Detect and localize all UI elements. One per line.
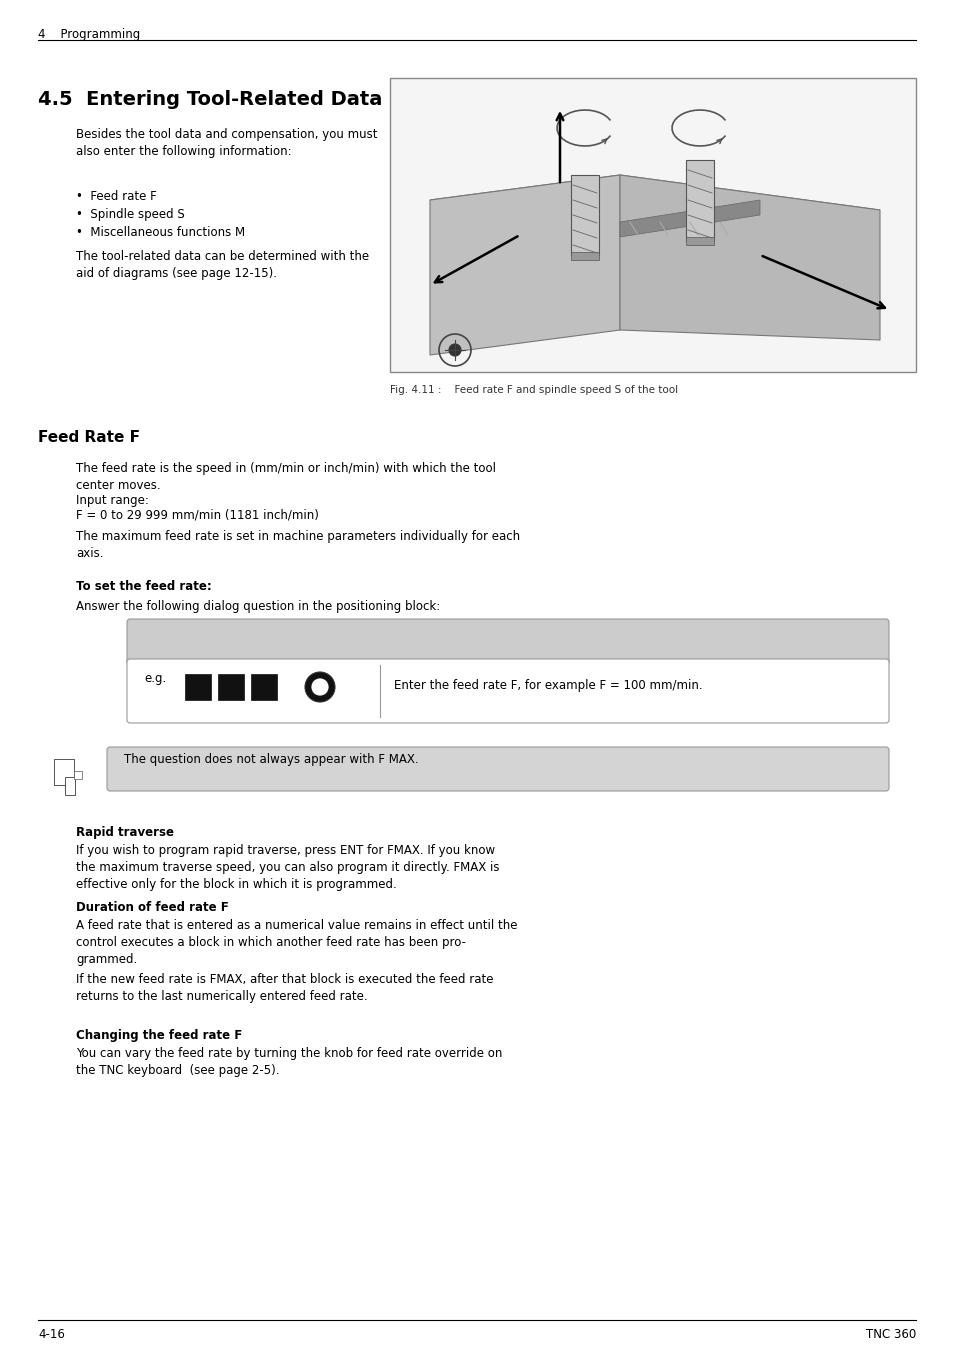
Text: F = 0 to 29 999 mm/min (1181 inch/min): F = 0 to 29 999 mm/min (1181 inch/min) (76, 508, 318, 521)
Text: •  Feed rate F: • Feed rate F (76, 190, 156, 203)
Text: Enter the feed rate F, for example F = 100 mm/min.: Enter the feed rate F, for example F = 1… (394, 678, 702, 692)
Text: The tool-related data can be determined with the
aid of diagrams (see page 12-15: The tool-related data can be determined … (76, 250, 369, 280)
Text: Besides the tool data and compensation, you must
also enter the following inform: Besides the tool data and compensation, … (76, 128, 377, 158)
Bar (571, 253, 598, 259)
Bar (685, 159, 713, 240)
Text: If the new feed rate is FMAX, after that block is executed the feed rate
returns: If the new feed rate is FMAX, after that… (76, 973, 493, 1002)
Text: The maximum feed rate is set in machine parameters individually for each
axis.: The maximum feed rate is set in machine … (76, 530, 519, 561)
Bar (685, 236, 713, 245)
Text: Changing the feed rate F: Changing the feed rate F (76, 1029, 242, 1042)
Text: A feed rate that is entered as a numerical value remains in effect until the
con: A feed rate that is entered as a numeric… (76, 919, 517, 966)
Bar (185, 674, 211, 700)
Text: Input range:: Input range: (76, 494, 149, 507)
Text: The question does not always appear with F MAX.: The question does not always appear with… (124, 754, 418, 766)
Bar (571, 176, 598, 255)
Text: If you wish to program rapid traverse, press ENT for FMAX. If you know
the maxim: If you wish to program rapid traverse, p… (76, 844, 499, 892)
Bar (74, 771, 82, 780)
Circle shape (311, 678, 329, 696)
Text: Feed Rate F: Feed Rate F (38, 430, 140, 444)
Bar (390, 78, 915, 372)
Text: Rapid traverse: Rapid traverse (76, 825, 173, 839)
Bar (65, 777, 75, 794)
Polygon shape (430, 176, 879, 240)
Polygon shape (619, 200, 760, 236)
Text: 4    Programming: 4 Programming (38, 28, 140, 41)
Text: Duration of feed rate F: Duration of feed rate F (76, 901, 229, 915)
Bar (218, 674, 244, 700)
Text: Answer the following dialog question in the positioning block:: Answer the following dialog question in … (76, 600, 439, 613)
Text: •  Spindle speed S: • Spindle speed S (76, 208, 185, 222)
Text: 4-16: 4-16 (38, 1328, 65, 1342)
Text: 4.5  Entering Tool-Related Data: 4.5 Entering Tool-Related Data (38, 91, 382, 109)
Text: The feed rate is the speed in (mm/min or inch/min) with which the tool
center mo: The feed rate is the speed in (mm/min or… (76, 462, 496, 492)
Bar (54, 759, 74, 785)
Polygon shape (619, 176, 879, 340)
Text: e.g.: e.g. (144, 671, 166, 685)
Text: Fig. 4.11 :    Feed rate F and spindle speed S of the tool: Fig. 4.11 : Feed rate F and spindle spee… (390, 385, 678, 394)
Text: •  Miscellaneous functions M: • Miscellaneous functions M (76, 226, 245, 239)
FancyBboxPatch shape (127, 659, 888, 723)
Polygon shape (430, 176, 619, 355)
Text: You can vary the feed rate by turning the knob for feed rate override on
the TNC: You can vary the feed rate by turning th… (76, 1047, 502, 1077)
FancyBboxPatch shape (107, 747, 888, 790)
Text: To set the feed rate:: To set the feed rate: (76, 580, 212, 593)
Text: TNC 360: TNC 360 (864, 1328, 915, 1342)
Circle shape (305, 671, 335, 703)
Circle shape (449, 345, 460, 357)
FancyBboxPatch shape (127, 619, 888, 665)
Bar (251, 674, 276, 700)
